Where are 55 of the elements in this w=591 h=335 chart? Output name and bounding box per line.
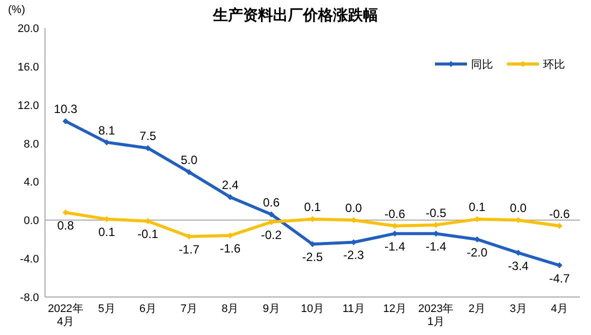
data-label: 7.5 (140, 129, 157, 144)
data-label: 0.1 (304, 200, 322, 214)
data-label: -3.4 (508, 258, 529, 273)
x-tick-label: 2月 (468, 303, 486, 315)
data-label: 10.3 (54, 102, 78, 116)
y-tick-label: -4.0 (20, 254, 39, 266)
y-tick-label: 4.0 (24, 176, 39, 189)
data-label: -1.4 (384, 240, 406, 254)
point (227, 194, 234, 200)
y-axis-title: (%) (8, 4, 26, 16)
legend-label: 环比 (543, 58, 565, 71)
point (62, 118, 69, 124)
data-label: -2.3 (343, 248, 364, 262)
data-label: -1.4 (426, 240, 447, 254)
x-tick-label: 3月 (510, 303, 527, 315)
legend-label: 同比 (471, 58, 493, 71)
x-tick-label: 2022年 4月 (48, 303, 84, 328)
data-label: -2.0 (466, 245, 488, 260)
x-tick-label: 11月 (342, 303, 365, 315)
data-label: 0.6 (263, 195, 280, 210)
data-label: 0.1 (98, 225, 116, 240)
y-tick-label: 8.0 (24, 138, 39, 150)
data-label: -1.7 (178, 242, 200, 256)
data-label: 8.1 (98, 123, 116, 138)
data-label: -0.6 (549, 206, 570, 221)
data-label: -4.7 (549, 271, 570, 286)
point (268, 211, 274, 218)
y-tick-label: 0.0 (24, 215, 39, 228)
data-label: -1.6 (220, 242, 241, 256)
data-label: -0.2 (261, 228, 282, 242)
data-label: 0.0 (345, 201, 362, 216)
point (186, 169, 192, 176)
data-label: -0.1 (138, 227, 159, 242)
y-tick-label: -8.0 (20, 292, 39, 304)
data-label: 2.4 (222, 178, 239, 192)
data-label: 5.0 (180, 153, 198, 168)
data-label: 0.8 (57, 218, 74, 232)
x-tick-label: 6月 (139, 303, 156, 315)
x-tick-label: 12月 (383, 303, 406, 315)
data-label: -0.5 (426, 206, 447, 220)
y-tick-label: 12.0 (18, 100, 39, 112)
chart-title: 生产资料出厂价格涨跌幅 (212, 7, 378, 24)
x-tick-label: 9月 (262, 303, 280, 315)
x-tick-label: 7月 (180, 303, 198, 315)
data-label: -2.5 (302, 250, 324, 264)
x-tick-label: 4月 (550, 303, 568, 315)
x-tick-label: 8月 (222, 303, 239, 315)
data-label: -0.6 (384, 206, 406, 221)
y-tick-label: 16.0 (18, 61, 39, 74)
x-tick-label: 5月 (98, 303, 116, 315)
y-tick-label: 20.0 (18, 23, 39, 35)
x-tick-label: 10月 (300, 303, 324, 315)
data-label: 0.0 (510, 201, 527, 216)
data-label: 0.1 (468, 200, 486, 214)
x-tick-label: 2023年 1月 (418, 303, 454, 328)
